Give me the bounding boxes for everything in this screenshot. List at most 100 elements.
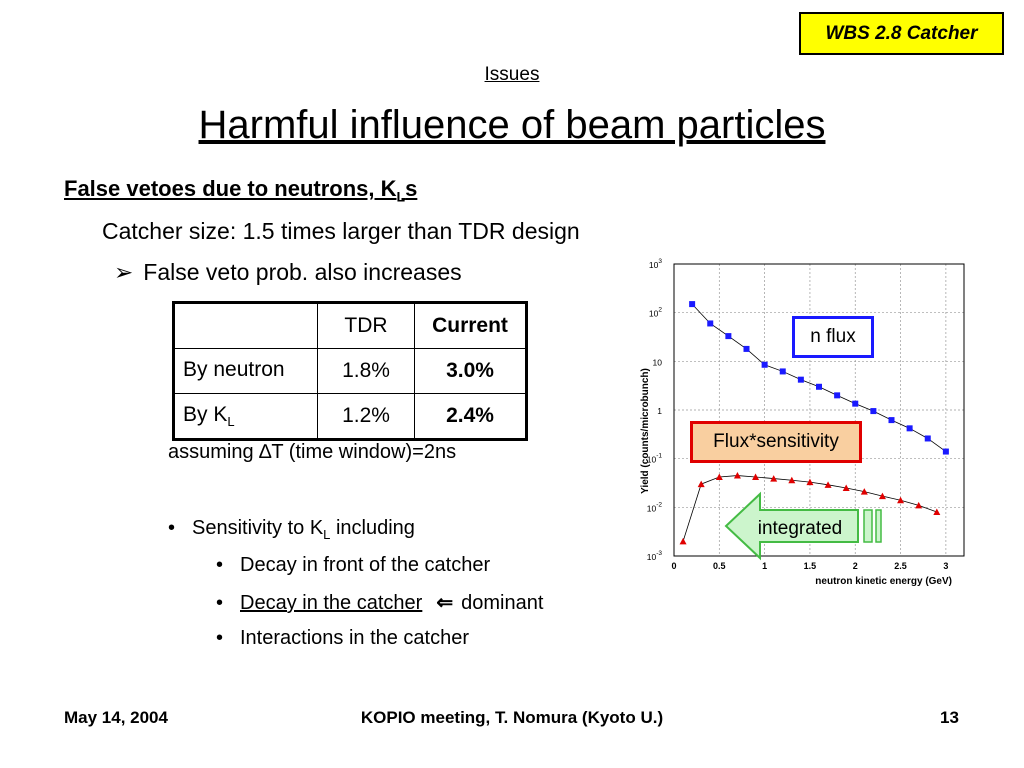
flux-sensitivity-point	[933, 508, 941, 516]
slide-title: Harmful influence of beam particles	[198, 103, 826, 147]
row-label-subscript: L	[227, 414, 235, 430]
n-flux-label: n flux	[792, 316, 874, 358]
table-header-cell	[173, 302, 318, 349]
flux-sensitivity-point	[697, 480, 705, 488]
n-flux-point	[779, 368, 786, 375]
bullet-subscript: L	[323, 527, 331, 542]
flux-sensitivity-point	[752, 473, 760, 481]
x-tick-label: 0	[671, 561, 676, 571]
chart-series	[679, 301, 949, 545]
table-header-cell: TDR	[317, 302, 415, 349]
flux-sensitivity-point	[770, 475, 778, 482]
arrow-tail-bar	[863, 509, 873, 543]
flux-sensitivity-label: Flux*sensitivity	[690, 421, 862, 463]
table-header-row: TDR Current	[173, 302, 527, 349]
bullet-dot: •	[168, 517, 176, 539]
bullet-text: Sensitivity to K	[192, 517, 324, 539]
n-flux-point	[852, 400, 859, 407]
assumption-note: assuming ∆T (time window)=2ns	[168, 441, 457, 463]
integrated-arrow-shape	[724, 491, 859, 561]
y-tick-label: 10-1	[647, 453, 663, 465]
n-flux-point	[870, 408, 877, 415]
section-heading: False vetoes due to neutrons, KLs	[64, 176, 417, 204]
y-tick-label: 103	[649, 258, 662, 270]
bullet-text: Decay in front of the catcher	[240, 554, 491, 576]
x-tick-labels: 0 0.5 1 1.5 2 2.5 3	[671, 561, 948, 571]
n-flux-point	[888, 417, 895, 424]
y-tick-label: 1	[657, 406, 662, 416]
table-header-cell: Current	[414, 302, 527, 349]
false-veto-table: TDR Current By neutron 1.8% 3.0% By KL 1…	[172, 301, 528, 441]
flux-sensitivity-point	[806, 478, 814, 486]
bullet-dot: •	[216, 627, 224, 649]
heading-tail: s	[405, 176, 418, 201]
page-number: 13	[940, 708, 959, 727]
integrated-label: integrated	[758, 518, 843, 539]
bullet-text: Interactions in the catcher	[240, 627, 470, 649]
n-flux-point	[761, 361, 768, 368]
bullet-decay-in: • Decay in the catcher ⇐ dominant	[216, 590, 543, 615]
y-tick-labels: 10-3 10-2 10-1 1 10 102 103	[647, 258, 663, 562]
n-flux-point	[816, 383, 822, 390]
x-tick-label: 1.5	[804, 561, 817, 571]
bullet-dot: •	[216, 554, 224, 576]
catcher-size-line: Catcher size: 1.5 times larger than TDR …	[102, 218, 580, 244]
flux-sensitivity-point	[860, 488, 868, 495]
n-flux-point	[707, 320, 714, 327]
flux-sensitivity-point	[897, 496, 905, 504]
n-flux-point	[797, 376, 804, 383]
flux-sensitivity-point	[679, 537, 687, 545]
flux-sensitivity-point	[824, 481, 832, 488]
integrated-arrow: integrated	[724, 491, 882, 561]
y-tick-label: 10	[653, 357, 663, 367]
arrow-bullet-icon: ➢	[114, 259, 134, 285]
left-arrow-icon: ⇐	[436, 592, 454, 614]
n-flux-point	[743, 345, 750, 352]
row-label-text: By K	[183, 402, 228, 426]
bullet-text: Decay in the catcher	[240, 592, 423, 614]
bullet-interactions: • Interactions in the catcher	[216, 627, 469, 650]
arrow-tail-bar	[875, 509, 882, 543]
flux-sensitivity-point	[715, 473, 723, 481]
x-tick-label: 1	[762, 561, 767, 571]
n-flux-point	[725, 333, 732, 340]
row-label: By neutron	[173, 348, 318, 394]
n-flux-point	[689, 301, 696, 308]
n-flux-point	[834, 392, 841, 399]
bullet-dot: •	[216, 592, 224, 614]
flux-sensitivity-point	[842, 484, 850, 491]
bullet-sensitivity: • Sensitivity to KL including	[168, 517, 415, 542]
table-row: By KL 1.2% 2.4%	[173, 393, 527, 440]
flux-sensitivity-point	[733, 472, 741, 479]
bullet-tail: dominant	[461, 592, 544, 614]
current-cell: 3.0%	[414, 348, 527, 394]
x-tick-label: 2	[853, 561, 858, 571]
y-tick-label: 10-2	[647, 501, 663, 513]
flux-sensitivity-point	[915, 501, 923, 509]
heading-text: False vetoes due to neutrons, K	[64, 176, 397, 201]
row-label-text: By neutron	[183, 357, 285, 381]
x-tick-label: 0.5	[713, 561, 726, 571]
wbs-badge: WBS 2.8 Catcher	[799, 12, 1004, 55]
tdr-cell: 1.2%	[317, 393, 415, 440]
false-veto-text: False veto prob. also increases	[143, 259, 462, 285]
n-flux-point	[942, 448, 949, 455]
tdr-cell: 1.8%	[317, 348, 415, 394]
plot-frame	[673, 263, 965, 557]
y-tick-label: 10-3	[647, 550, 663, 562]
slide-subtitle: Issues	[484, 64, 540, 85]
current-cell: 2.4%	[414, 393, 527, 440]
false-veto-line: ➢ False veto prob. also increases	[114, 259, 462, 286]
y-tick-label: 102	[649, 307, 662, 319]
bullet-decay-front: • Decay in front of the catcher	[216, 554, 490, 577]
x-tick-label: 3	[943, 561, 948, 571]
flux-sensitivity-point	[878, 492, 886, 500]
flux-sensitivity-point	[788, 476, 796, 484]
table-row: By neutron 1.8% 3.0%	[173, 348, 527, 394]
n-flux-point	[924, 435, 931, 442]
footer-meeting: KOPIO meeting, T. Nomura (Kyoto U.)	[360, 708, 664, 727]
row-label: By KL	[173, 393, 318, 440]
y-axis-label: Yield (counts/microbunch)	[640, 368, 651, 494]
x-axis-label: neutron kinetic energy (GeV)	[815, 576, 952, 587]
footer-date: May 14, 2004	[64, 708, 168, 727]
